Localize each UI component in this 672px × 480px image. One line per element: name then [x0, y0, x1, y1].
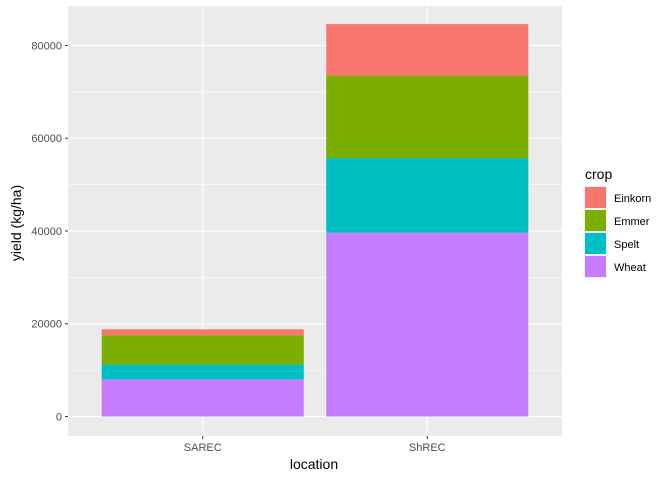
y-tick-label: 0 — [56, 412, 62, 424]
bar-sarec-wheat — [101, 379, 304, 417]
bar-shrec-wheat — [326, 232, 529, 417]
legend-swatch-emmer — [585, 210, 606, 231]
bar-sarec-emmer — [101, 335, 304, 365]
bar-shrec-spelt — [326, 158, 529, 233]
y-tick-label: 40000 — [31, 226, 62, 238]
bar-sarec-spelt — [101, 364, 304, 380]
bar-shrec-emmer — [326, 75, 529, 159]
bars — [101, 24, 529, 417]
x-axis-title: location — [290, 456, 338, 472]
bar-shrec-einkorn — [326, 24, 529, 76]
x-tick-label: ShREC — [409, 442, 446, 454]
y-axis: 0 20000 40000 60000 80000 — [31, 40, 68, 424]
legend-swatch-einkorn — [585, 187, 606, 208]
legend-label-spelt: Spelt — [614, 239, 639, 251]
legend-label-wheat: Wheat — [614, 262, 646, 274]
legend-title: crop — [585, 166, 612, 182]
legend-swatch-wheat — [585, 256, 606, 277]
y-tick-label: 20000 — [31, 319, 62, 331]
bar-sarec-einkorn — [101, 329, 304, 336]
y-axis-title: yield (kg/ha) — [8, 185, 24, 261]
y-tick-label: 60000 — [31, 133, 62, 145]
x-tick-label: SAREC — [184, 442, 222, 454]
legend-label-einkorn: Einkorn — [614, 193, 651, 205]
legend-label-emmer: Emmer — [614, 216, 650, 228]
y-tick-label: 80000 — [31, 40, 62, 52]
x-axis: SAREC ShREC — [184, 436, 446, 454]
legend-swatch-spelt — [585, 233, 606, 254]
legend: crop Einkorn Emmer Spelt Wheat — [584, 166, 651, 278]
